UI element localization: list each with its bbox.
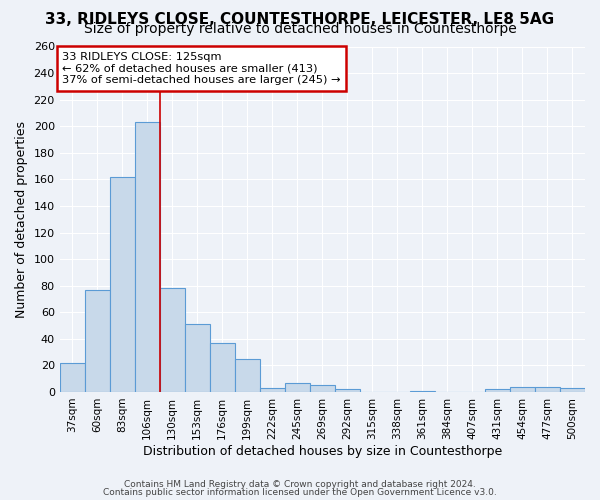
Bar [510, 386, 535, 392]
Bar [260, 388, 285, 392]
Bar [485, 390, 510, 392]
Bar [135, 122, 160, 392]
Text: 33 RIDLEYS CLOSE: 125sqm
← 62% of detached houses are smaller (413)
37% of semi-: 33 RIDLEYS CLOSE: 125sqm ← 62% of detach… [62, 52, 341, 85]
Bar [210, 343, 235, 392]
X-axis label: Distribution of detached houses by size in Countesthorpe: Distribution of detached houses by size … [143, 444, 502, 458]
Bar [160, 288, 185, 392]
Bar [310, 386, 335, 392]
Text: Contains HM Land Registry data © Crown copyright and database right 2024.: Contains HM Land Registry data © Crown c… [124, 480, 476, 489]
Text: 33, RIDLEYS CLOSE, COUNTESTHORPE, LEICESTER, LE8 5AG: 33, RIDLEYS CLOSE, COUNTESTHORPE, LEICES… [46, 12, 554, 28]
Bar [535, 386, 560, 392]
Bar [110, 176, 135, 392]
Bar [285, 382, 310, 392]
Y-axis label: Number of detached properties: Number of detached properties [15, 120, 28, 318]
Text: Size of property relative to detached houses in Countesthorpe: Size of property relative to detached ho… [83, 22, 517, 36]
Bar [235, 358, 260, 392]
Bar [185, 324, 210, 392]
Bar [560, 388, 585, 392]
Bar [410, 390, 435, 392]
Bar [85, 290, 110, 392]
Bar [335, 390, 360, 392]
Bar [59, 362, 85, 392]
Text: Contains public sector information licensed under the Open Government Licence v3: Contains public sector information licen… [103, 488, 497, 497]
